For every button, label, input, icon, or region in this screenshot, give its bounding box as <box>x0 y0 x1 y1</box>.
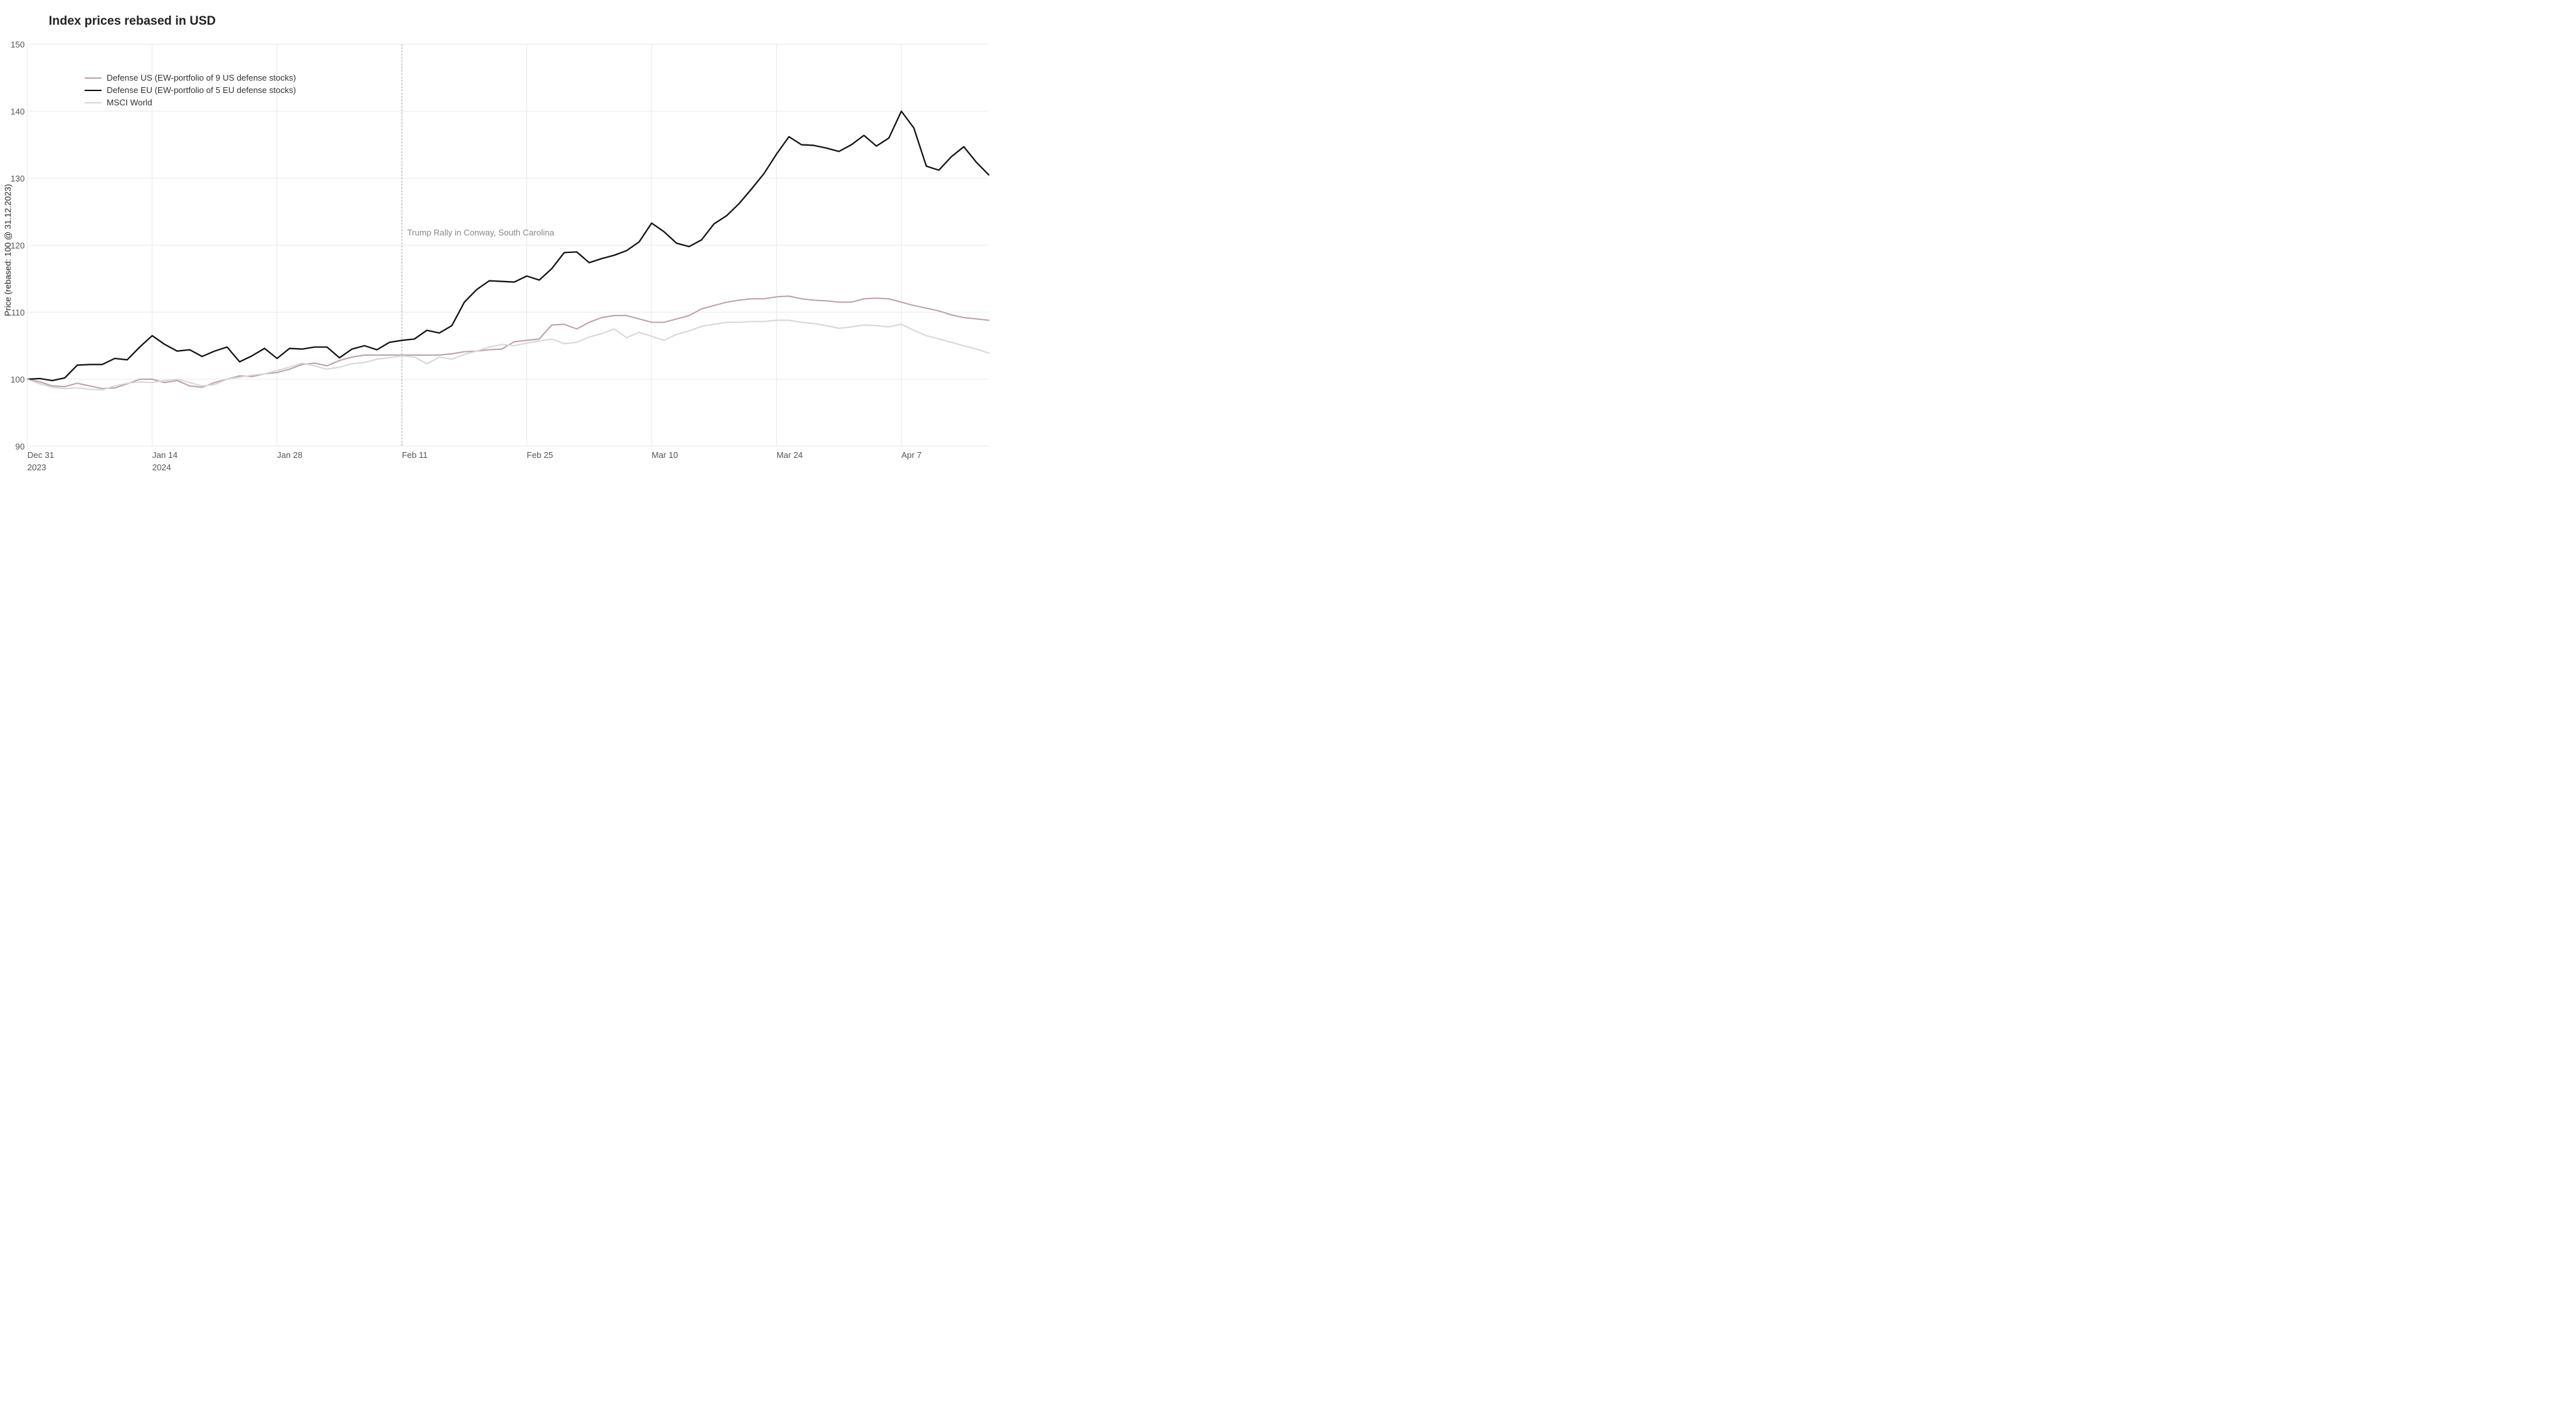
x-tick-label: Mar 10 <box>652 450 678 460</box>
y-tick-label: 130 <box>10 174 25 183</box>
x-tick-label: Feb 11 <box>402 450 428 460</box>
y-tick-label: 140 <box>10 107 25 116</box>
legend-swatch-defense_eu <box>85 90 101 91</box>
y-tick-label: 110 <box>11 308 25 317</box>
x-tick-label: Apr 7 <box>902 450 922 460</box>
y-tick-label: 100 <box>10 375 25 384</box>
legend-item-msci_world: MSCI World <box>85 98 296 107</box>
x-tick-label: Jan 14 <box>152 450 178 460</box>
legend-label-defense_us: Defense US (EW-portfolio of 9 US defense… <box>107 73 296 83</box>
chart-container: Index prices rebased in USDPrice (rebase… <box>0 0 998 492</box>
legend-label-defense_eu: Defense EU (EW-portfolio of 5 EU defense… <box>107 85 296 95</box>
legend: Defense US (EW-portfolio of 9 US defense… <box>85 73 296 110</box>
annotation-label: Trump Rally in Conway, South Carolina <box>407 228 554 237</box>
chart-title: Index prices rebased in USD <box>49 14 216 29</box>
legend-label-msci_world: MSCI World <box>107 98 152 107</box>
x-tick-label: Jan 28 <box>277 450 302 460</box>
x-tick-label: Feb 25 <box>527 450 553 460</box>
legend-swatch-defense_us <box>85 77 101 79</box>
series-line-defense_us <box>27 296 989 388</box>
y-tick-label: 90 <box>16 442 25 451</box>
y-tick-label: 120 <box>10 241 25 250</box>
legend-item-defense_eu: Defense EU (EW-portfolio of 5 EU defense… <box>85 85 296 95</box>
x-tick-year-label: 2023 <box>27 462 46 472</box>
x-tick-label: Mar 24 <box>777 450 803 460</box>
series-line-defense_eu <box>27 111 989 381</box>
x-tick-label: Dec 31 <box>27 450 54 460</box>
legend-swatch-msci_world <box>85 102 101 103</box>
legend-item-defense_us: Defense US (EW-portfolio of 9 US defense… <box>85 73 296 83</box>
y-tick-label: 150 <box>10 40 25 49</box>
x-tick-year-label: 2024 <box>152 462 171 472</box>
